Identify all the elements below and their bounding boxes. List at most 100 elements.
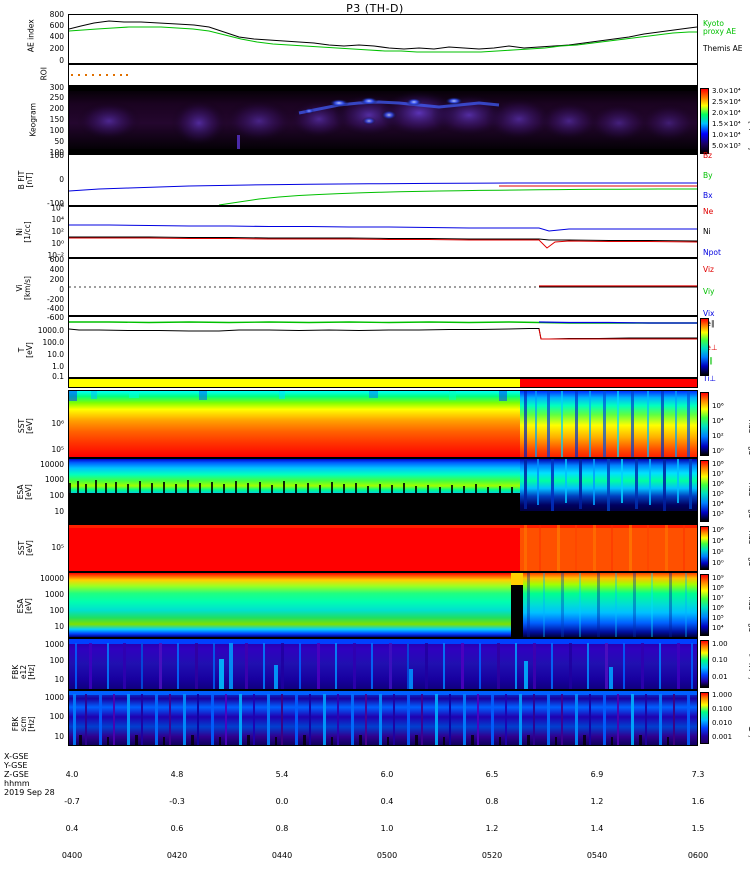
keogram-ylabel: Keogram (28, 103, 38, 137)
esa-1-cb-label-3: 10⁵ (712, 490, 724, 498)
ni-plot (69, 224, 697, 249)
axis-tick-6-z-gse: 1.5 (691, 824, 705, 833)
legend-bx: Bx (703, 191, 713, 200)
fbk-e12-cb-label-2: 0.01 (712, 673, 728, 681)
esa-1-ytick-1: 1000 (44, 475, 64, 484)
panel-fbk-e12 (68, 638, 698, 690)
state-bar-yellow (69, 379, 520, 387)
keogram-cb-label-3: 1.5×10⁴ (712, 120, 741, 128)
legend-ni: Ni (703, 227, 711, 236)
esa-2-ytick-0: 10000 (40, 574, 64, 583)
summary-plot: P3 (TH-D) AE index 800 600 400 200 0 Kyo… (4, 2, 750, 860)
axis-tick-4-x-gse: 6.5 (485, 770, 499, 779)
axis-tick-0-hhmm: 0400 (61, 851, 83, 860)
keogram-ytick-0: 300 (49, 83, 64, 92)
ni-ytick-1: 10⁴ (51, 215, 64, 224)
b-fit-plot (69, 182, 697, 205)
axis-tick-5-y-gse: 1.2 (590, 797, 604, 806)
vi-plot (69, 285, 697, 288)
axis-row-label-x-gse: X-GSE (4, 752, 29, 761)
esa-1-cb-label-4: 10⁴ (712, 500, 724, 508)
fbk-e12-ytick-2: 10 (54, 675, 64, 684)
panel-ae-index (68, 14, 698, 64)
legend-kyoto-proxy-ae: Kyoto proxy AE (703, 20, 736, 35)
keogram-image (69, 87, 697, 153)
axis-tick-0: 4.0 -0.7 0.4 0400 (52, 752, 92, 878)
axis-tick-5: 6.9 1.2 1.4 0540 (577, 752, 617, 878)
panel-state-bar (68, 378, 698, 388)
sst-2-cb-label-0: 10⁶ (712, 526, 724, 534)
legend-viy: Viy (703, 287, 715, 296)
keogram-cb-label-1: 2.5×10⁴ (712, 98, 741, 106)
page-title: P3 (TH-D) (346, 2, 404, 15)
panel-esa-1 (68, 458, 698, 524)
keogram-ytick-5: 50 (54, 137, 64, 146)
ae-index-ytick-1: 600 (49, 21, 64, 30)
sst-2-cb-label-1: 10⁴ (712, 537, 724, 545)
fbk-scm-cb-label-3: 0.001 (712, 733, 733, 741)
legend-kyoto-proxy-ae-line2: proxy AE (703, 26, 737, 36)
legend-bz: Bz (703, 151, 713, 160)
panel-keogram (68, 86, 698, 154)
keogram-cb-label-5: 5.0×10³ (712, 142, 741, 150)
vi-ytick-5: -400 (46, 304, 64, 313)
vi-ytick-2: 200 (49, 275, 64, 284)
axis-tick-6-x-gse: 7.3 (691, 770, 705, 779)
vi-ytick-6: -600 (46, 313, 64, 322)
ae-index-ytick-0: 800 (49, 10, 64, 19)
t-panel-colorbar (700, 318, 709, 376)
fbk-e12-cb-label-0: 1.00 (712, 640, 728, 648)
sst-2-spectrogram (69, 525, 697, 571)
ni-ytick-3: 10⁰ (51, 239, 64, 248)
ni-ylabel-text: Ni [1/cc] (15, 221, 32, 243)
esa-2-cb-label-0: 10⁹ (712, 574, 724, 582)
axis-tick-6: 7.3 1.6 1.5 0600 (678, 752, 718, 878)
keogram-ytick-1: 250 (49, 93, 64, 102)
esa-2-cb-label-1: 10⁸ (712, 584, 724, 592)
panel-vi (68, 258, 698, 316)
axis-tick-3-x-gse: 6.0 (380, 770, 394, 779)
ae-index-ytick-2: 400 (49, 32, 64, 41)
axis-row-label-hhmm: hhmm (4, 779, 30, 788)
esa-1-cb-label-1: 10⁷ (712, 470, 724, 478)
panel-roi (68, 64, 698, 86)
ae-index-plot (69, 20, 697, 53)
legend-ti-perp: Ti⊥ (703, 374, 716, 383)
axis-tick-2-hhmm: 0440 (271, 851, 293, 860)
fbk-scm-ytick-0: 1000 (44, 693, 64, 702)
axis-tick-4-y-gse: 0.8 (485, 797, 499, 806)
axis-tick-1: 4.8 -0.3 0.6 0420 (157, 752, 197, 878)
axis-row-label-date: 2019 Sep 28 (4, 788, 55, 797)
axis-tick-6-hhmm: 0600 (687, 851, 709, 860)
fbk-scm-colorbar (700, 692, 709, 744)
sst-1-cb-label-3: 10⁰ (712, 447, 724, 455)
axis-tick-0-z-gse: 0.4 (65, 824, 79, 833)
sst-1-spectrogram (69, 391, 697, 457)
axis-tick-5-z-gse: 1.4 (590, 824, 604, 833)
t-ytick-2: 10.0 (47, 350, 64, 359)
axis-tick-5-hhmm: 0540 (586, 851, 608, 860)
state-bar-red (520, 379, 697, 387)
sst-1-cb-label-0: 10⁶ (712, 402, 724, 410)
legend-vix: Vix (703, 309, 715, 318)
esa-1-cb-label-0: 10⁸ (712, 460, 724, 468)
axis-tick-0-x-gse: 4.0 (65, 770, 79, 779)
t-ytick-3: 1.0 (52, 362, 64, 371)
legend-themis-ae: Themis AE (703, 44, 743, 53)
vi-ylabel-text: Vi [km/s] (15, 276, 32, 300)
esa-2-ytick-1: 1000 (44, 590, 64, 599)
fbk-e12-colorbar (700, 640, 709, 688)
esa-1-ytick-0: 10000 (40, 460, 64, 469)
axis-tick-2-y-gse: 0.0 (275, 797, 289, 806)
sst-2-cb-label-2: 10² (712, 548, 724, 556)
esa-2-spectrogram (69, 573, 697, 637)
t-ytick-4: 0.1 (52, 372, 64, 381)
panel-b-fit (68, 154, 698, 206)
panel-esa-2 (68, 572, 698, 638)
panel-t (68, 316, 698, 378)
b-fit-ytick-0: 100 (49, 151, 64, 160)
keogram-ytick-2: 200 (49, 104, 64, 113)
ae-index-ytick-3: 200 (49, 44, 64, 53)
panel-ni (68, 206, 698, 258)
panel-sst-1 (68, 390, 698, 458)
